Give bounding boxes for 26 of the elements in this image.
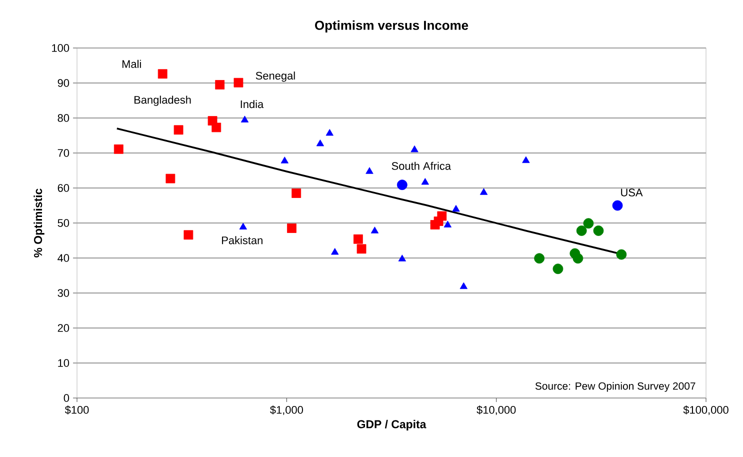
x-axis-title: GDP / Capita: [357, 420, 426, 431]
annotation: Mali: [122, 60, 141, 68]
x-tick-label: $1,000: [270, 406, 303, 416]
y-tick-label: 100: [52, 44, 70, 52]
y-tick-label: 40: [58, 254, 70, 262]
annotation: Bangladesh: [134, 96, 191, 106]
annotation: South Africa: [392, 162, 451, 170]
x-tick-label: $100: [64, 406, 89, 414]
chart-title: Optimism versus Income: [315, 20, 468, 32]
annotation: USA: [621, 188, 643, 196]
x-tick-label: $100,000: [683, 406, 728, 416]
x-tick-label: $10,000: [476, 406, 516, 416]
y-tick-label: 90: [58, 79, 70, 87]
annotation: Senegal: [256, 72, 295, 82]
annotation: India: [240, 100, 264, 108]
annotation: Pakistan: [222, 236, 262, 244]
y-tick-label: 70: [58, 149, 70, 157]
annotation: Source: Pew Opinion Survey 2007: [535, 382, 696, 392]
y-tick-label: 80: [58, 114, 70, 122]
y-tick-label: 10: [58, 359, 70, 367]
y-tick-label: 30: [58, 289, 70, 297]
y-tick-label: 50: [58, 219, 70, 227]
y-tick-label: 20: [58, 324, 70, 332]
y-axis-title: % Optimistic: [34, 188, 44, 258]
y-tick-label: 0: [64, 394, 70, 402]
y-tick-label: 60: [58, 184, 70, 192]
